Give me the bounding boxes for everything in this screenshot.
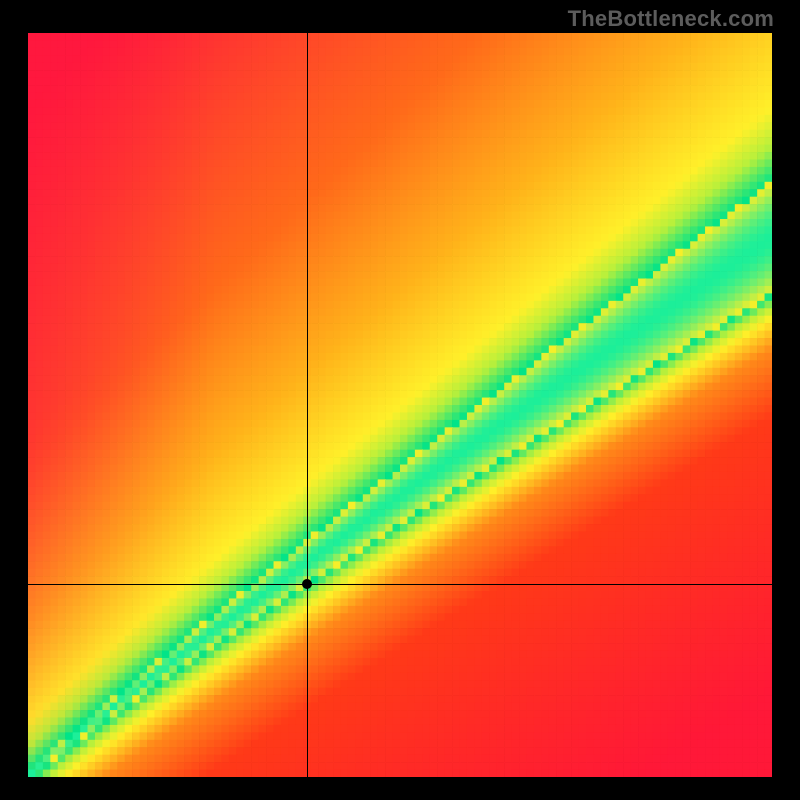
- bottleneck-heatmap: [28, 33, 772, 777]
- outer-frame: TheBottleneck.com: [0, 0, 800, 800]
- watermark-text: TheBottleneck.com: [568, 6, 774, 32]
- crosshair-horizontal: [28, 584, 772, 585]
- crosshair-vertical: [307, 33, 308, 777]
- plot-area: [28, 33, 772, 777]
- crosshair-marker-dot: [302, 579, 312, 589]
